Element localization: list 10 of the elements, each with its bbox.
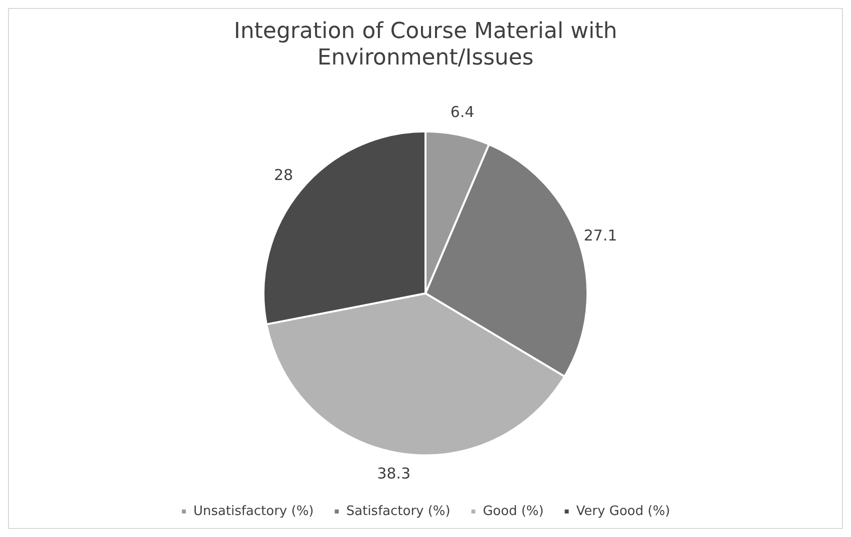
text: Environment/Issues <box>317 45 534 70</box>
legend-label: Very Good (%) <box>576 504 670 519</box>
data-label: 28 <box>274 166 294 184</box>
data-label: 38.3 <box>377 464 411 483</box>
legend-label: Good (%) <box>482 504 544 519</box>
data-label: 6.4 <box>450 103 474 121</box>
legend-label: Satisfactory (%) <box>346 504 450 519</box>
text: Integration of Course Material with <box>234 18 618 44</box>
data-label: 27.1 <box>584 226 618 244</box>
legend-label: Unsatisfactory (%) <box>193 504 314 519</box>
